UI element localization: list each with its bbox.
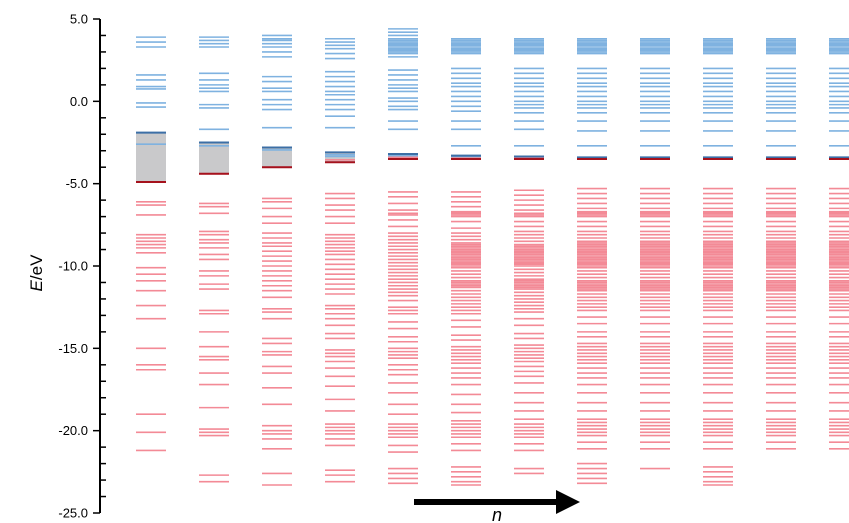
homo-lumo-gap (451, 155, 481, 159)
y-tick-label: -20.0 (58, 423, 88, 438)
homo-lumo-gap (136, 132, 166, 183)
orbital-column (766, 37, 796, 450)
orbital-column (514, 37, 544, 475)
homo-lumo-gap (262, 147, 292, 168)
orbital-column (136, 36, 166, 452)
orbital-column (451, 37, 481, 486)
y-tick-label: -10.0 (58, 259, 88, 274)
y-axis-ticks (93, 18, 106, 514)
y-tick-label: -15.0 (58, 341, 88, 356)
orbital-column (325, 37, 355, 483)
orbital-column (640, 37, 670, 470)
homo-lumo-gap (199, 142, 229, 174)
y-axis-title: E/eV (27, 254, 46, 292)
y-axis-tick-labels: 5.0 0.0 -5.0 -10.0 -15.0 -20.0 -25.0 (58, 12, 88, 521)
orbital-column (829, 37, 849, 450)
y-tick-label: 0.0 (70, 94, 88, 109)
n-arrow-head (556, 490, 580, 514)
energy-levels-layer (136, 28, 849, 486)
n-arrow-label: n (492, 505, 502, 523)
y-tick-label: 5.0 (70, 12, 88, 27)
homo-lumo-gap (325, 152, 355, 163)
homo-lumo-gap (388, 154, 418, 159)
orbital-column (199, 36, 229, 483)
orbital-column (388, 28, 418, 485)
n-arrow (414, 490, 580, 514)
band-gap-layer (136, 132, 849, 183)
orbital-column (703, 37, 733, 486)
orbital-column (577, 37, 607, 485)
y-axis-symbol: E (27, 279, 46, 291)
y-tick-label: -25.0 (58, 506, 88, 521)
y-tick-label: -5.0 (66, 176, 88, 191)
y-axis-unit: /eV (27, 254, 46, 280)
orbital-column (262, 34, 292, 486)
